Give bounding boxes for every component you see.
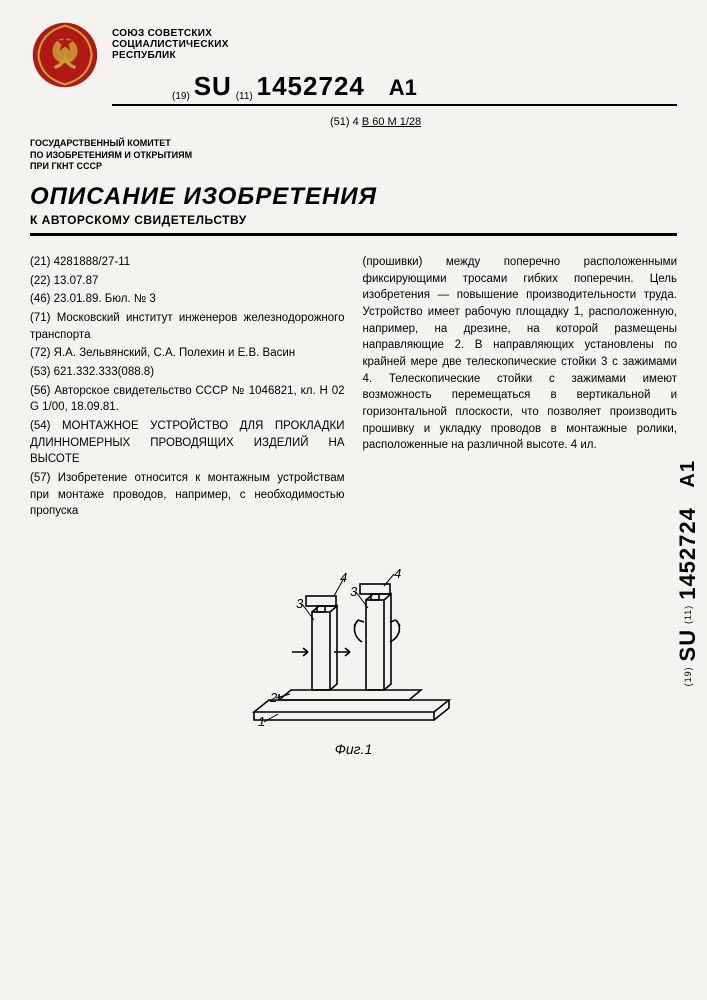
figure-drawing: 3 3 4 4 2 1	[234, 542, 474, 742]
fig-label-4b: 4	[394, 566, 401, 581]
code-mid: (11)	[236, 91, 253, 102]
field-54: (54) МОНТАЖНОЕ УСТРОЙСТВО ДЛЯ ПРОКЛАДКИ …	[30, 418, 345, 468]
ipc-line: (51) 4 В 60 М 1/28	[30, 116, 677, 128]
side-mid: (11)	[683, 605, 693, 624]
header-text-block: СОЮЗ СОВЕТСКИХ СОЦИАЛИСТИЧЕСКИХ РЕСПУБЛИ…	[112, 20, 677, 112]
field-22: (22) 13.07.87	[30, 273, 345, 290]
header-rule	[112, 104, 677, 106]
figure-1: 3 3 4 4 2 1 Фиг.1	[30, 542, 677, 757]
field-53: (53) 621.332.333(088.8)	[30, 364, 345, 381]
side-prefix: (19)	[683, 666, 693, 686]
code-prefix: (19)	[172, 91, 190, 102]
patent-code-line: (19) SU (11) 1452724 A1	[112, 71, 677, 102]
ipc-code: В 60 М 1/28	[362, 116, 421, 128]
fig-label-3b: 3	[350, 584, 358, 599]
left-column: (21) 4281888/27-11 (22) 13.07.87 (46) 23…	[30, 254, 345, 522]
right-column: (прошивки) между поперечно расположенным…	[363, 254, 678, 522]
ipc-prefix: (51) 4	[330, 116, 359, 128]
patent-page: СОЮЗ СОВЕТСКИХ СОЦИАЛИСТИЧЕСКИХ РЕСПУБЛИ…	[0, 0, 707, 1000]
field-56: (56) Авторское свидетельство СССР № 1046…	[30, 383, 345, 416]
side-number: 1452724	[675, 507, 700, 600]
field-46: (46) 23.01.89. Бюл. № 3	[30, 291, 345, 308]
committee-text: ГОСУДАРСТВЕННЫЙ КОМИТЕТ ПО ИЗОБРЕТЕНИЯМ …	[30, 138, 677, 173]
code-country: SU	[194, 71, 232, 101]
body-columns: (21) 4281888/27-11 (22) 13.07.87 (46) 23…	[30, 254, 677, 522]
header-row: СОЮЗ СОВЕТСКИХ СОЦИАЛИСТИЧЕСКИХ РЕСПУБЛИ…	[30, 20, 677, 112]
ussr-emblem-icon	[30, 20, 100, 90]
code-number: 1452724	[257, 71, 365, 101]
main-title: ОПИСАНИЕ ИЗОБРЕТЕНИЯ	[30, 183, 677, 211]
title-rule	[30, 233, 677, 236]
union-text: СОЮЗ СОВЕТСКИХ СОЦИАЛИСТИЧЕСКИХ РЕСПУБЛИ…	[112, 28, 677, 61]
code-suffix: A1	[389, 75, 417, 100]
field-57: (57) Изобретение относится к монтажным у…	[30, 470, 345, 520]
subtitle: К АВТОРСКОМУ СВИДЕТЕЛЬСТВУ	[30, 213, 677, 227]
side-patent-code: (19) SU (11) 1452724 A1	[675, 460, 701, 686]
field-71: (71) Московский институт инженеров желез…	[30, 310, 345, 343]
side-suffix: A1	[677, 460, 699, 488]
fig-label-3: 3	[296, 596, 304, 611]
figure-caption: Фиг.1	[30, 741, 677, 757]
field-21: (21) 4281888/27-11	[30, 254, 345, 271]
side-country: SU	[675, 629, 700, 662]
abstract-cont: (прошивки) между поперечно расположенным…	[363, 254, 678, 454]
field-72: (72) Я.А. Зельвянский, С.А. Полехин и Е.…	[30, 345, 345, 362]
